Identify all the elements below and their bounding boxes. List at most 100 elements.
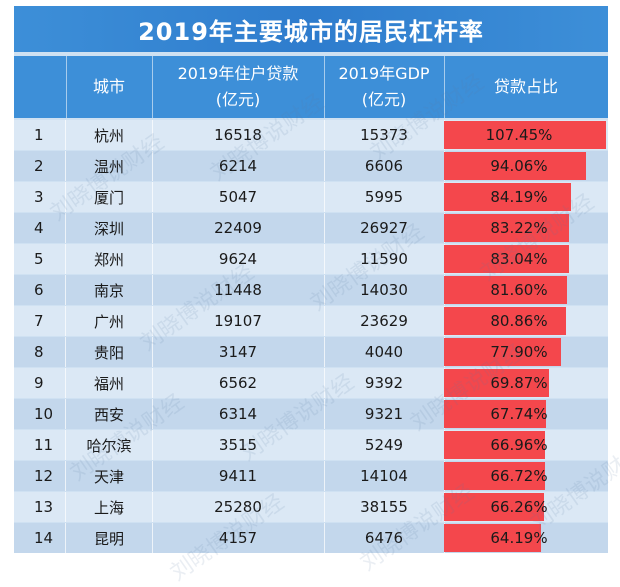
ratio-bar	[444, 307, 566, 335]
gdp-cell: 11590	[324, 244, 445, 274]
ratio-label: 107.45%	[485, 126, 553, 144]
rank-cell: 7	[14, 306, 66, 336]
ratio-bar	[444, 245, 569, 273]
loan-cell: 3515	[152, 430, 325, 460]
city-cell: 西安	[66, 399, 153, 429]
table-row: 9 福州 6562 9392 69.87%	[14, 368, 608, 398]
table-row: 2 温州 6214 6606 94.06%	[14, 151, 608, 181]
city-cell: 贵阳	[66, 337, 153, 367]
ratio-label: 66.96%	[490, 436, 548, 454]
ratio-bar	[444, 524, 541, 552]
gdp-cell: 5249	[324, 430, 445, 460]
table-row: 4 深圳 22409 26927 83.22%	[14, 213, 608, 243]
ratio-bar	[444, 276, 567, 304]
gdp-cell: 15373	[324, 120, 445, 150]
ratio-bar	[444, 462, 545, 490]
loan-cell: 6214	[152, 151, 325, 181]
table-row: 8 贵阳 3147 4040 77.90%	[14, 337, 608, 367]
ratio-cell: 64.19%	[444, 523, 608, 553]
gdp-cell: 14030	[324, 275, 445, 305]
ratio-bar	[444, 431, 545, 459]
gdp-cell: 6476	[324, 523, 445, 553]
header-rank	[14, 56, 67, 118]
rank-cell: 4	[14, 213, 66, 243]
gdp-cell: 6606	[324, 151, 445, 181]
loan-cell: 6562	[152, 368, 325, 398]
loan-cell: 3147	[152, 337, 325, 367]
ratio-bar	[444, 214, 569, 242]
table-row: 12 天津 9411 14104 66.72%	[14, 461, 608, 491]
ratio-label: 77.90%	[490, 343, 548, 361]
city-cell: 广州	[66, 306, 153, 336]
table-row: 5 郑州 9624 11590 83.04%	[14, 244, 608, 274]
ratio-cell: 107.45%	[444, 120, 608, 150]
city-cell: 昆明	[66, 523, 153, 553]
rank-cell: 1	[14, 120, 66, 150]
ratio-cell: 83.22%	[444, 213, 608, 243]
rank-cell: 9	[14, 368, 66, 398]
header-loan-line2: (亿元)	[215, 90, 261, 109]
table-frame: 2019年主要城市的居民杠杆率 城市 2019年住户贷款 (亿元) 2019年G…	[14, 6, 608, 553]
rank-cell: 3	[14, 182, 66, 212]
ratio-bar	[444, 121, 606, 149]
city-cell: 杭州	[66, 120, 153, 150]
ratio-label: 83.04%	[490, 250, 548, 268]
city-cell: 天津	[66, 461, 153, 491]
header-gdp-line2: (亿元)	[361, 90, 407, 109]
table-row: 3 厦门 5047 5995 84.19%	[14, 182, 608, 212]
ratio-cell: 66.96%	[444, 430, 608, 460]
gdp-cell: 23629	[324, 306, 445, 336]
ratio-label: 64.19%	[490, 529, 548, 547]
table-row: 7 广州 19107 23629 80.86%	[14, 306, 608, 336]
loan-cell: 6314	[152, 399, 325, 429]
table-row: 1 杭州 16518 15373 107.45%	[14, 120, 608, 150]
ratio-bar	[444, 152, 586, 180]
gdp-cell: 14104	[324, 461, 445, 491]
loan-cell: 22409	[152, 213, 325, 243]
header-loan-line1: 2019年住户贷款	[177, 64, 299, 83]
ratio-bar	[444, 400, 546, 428]
gdp-cell: 38155	[324, 492, 445, 522]
city-cell: 深圳	[66, 213, 153, 243]
rank-cell: 14	[14, 523, 66, 553]
gdp-cell: 9392	[324, 368, 445, 398]
rank-cell: 13	[14, 492, 66, 522]
ratio-cell: 81.60%	[444, 275, 608, 305]
header-ratio: 贷款占比	[444, 56, 608, 118]
ratio-label: 81.60%	[490, 281, 548, 299]
ratio-cell: 69.87%	[444, 368, 608, 398]
gdp-cell: 9321	[324, 399, 445, 429]
header-city: 城市	[66, 56, 153, 118]
city-cell: 福州	[66, 368, 153, 398]
gdp-cell: 4040	[324, 337, 445, 367]
rank-cell: 6	[14, 275, 66, 305]
ratio-cell: 83.04%	[444, 244, 608, 274]
table-header: 城市 2019年住户贷款 (亿元) 2019年GDP (亿元) 贷款占比	[14, 56, 608, 118]
city-cell: 哈尔滨	[66, 430, 153, 460]
city-cell: 温州	[66, 151, 153, 181]
city-cell: 上海	[66, 492, 153, 522]
ratio-cell: 66.26%	[444, 492, 608, 522]
ratio-label: 80.86%	[490, 312, 548, 330]
ratio-label: 94.06%	[490, 157, 548, 175]
loan-cell: 25280	[152, 492, 325, 522]
table-row: 6 南京 11448 14030 81.60%	[14, 275, 608, 305]
header-gdp-line1: 2019年GDP	[338, 64, 430, 83]
loan-cell: 16518	[152, 120, 325, 150]
table-row: 13 上海 25280 38155 66.26%	[14, 492, 608, 522]
loan-cell: 19107	[152, 306, 325, 336]
ratio-cell: 94.06%	[444, 151, 608, 181]
loan-cell: 5047	[152, 182, 325, 212]
header-ratio-label: 贷款占比	[493, 77, 558, 96]
loan-cell: 11448	[152, 275, 325, 305]
ratio-label: 66.26%	[490, 498, 548, 516]
ratio-bar	[444, 369, 549, 397]
table-row: 11 哈尔滨 3515 5249 66.96%	[14, 430, 608, 460]
ratio-label: 84.19%	[490, 188, 548, 206]
ratio-label: 83.22%	[490, 219, 548, 237]
ratio-bar	[444, 183, 571, 211]
loan-cell: 9624	[152, 244, 325, 274]
ratio-bar	[444, 493, 544, 521]
ratio-bar	[444, 338, 561, 366]
ratio-cell: 66.72%	[444, 461, 608, 491]
